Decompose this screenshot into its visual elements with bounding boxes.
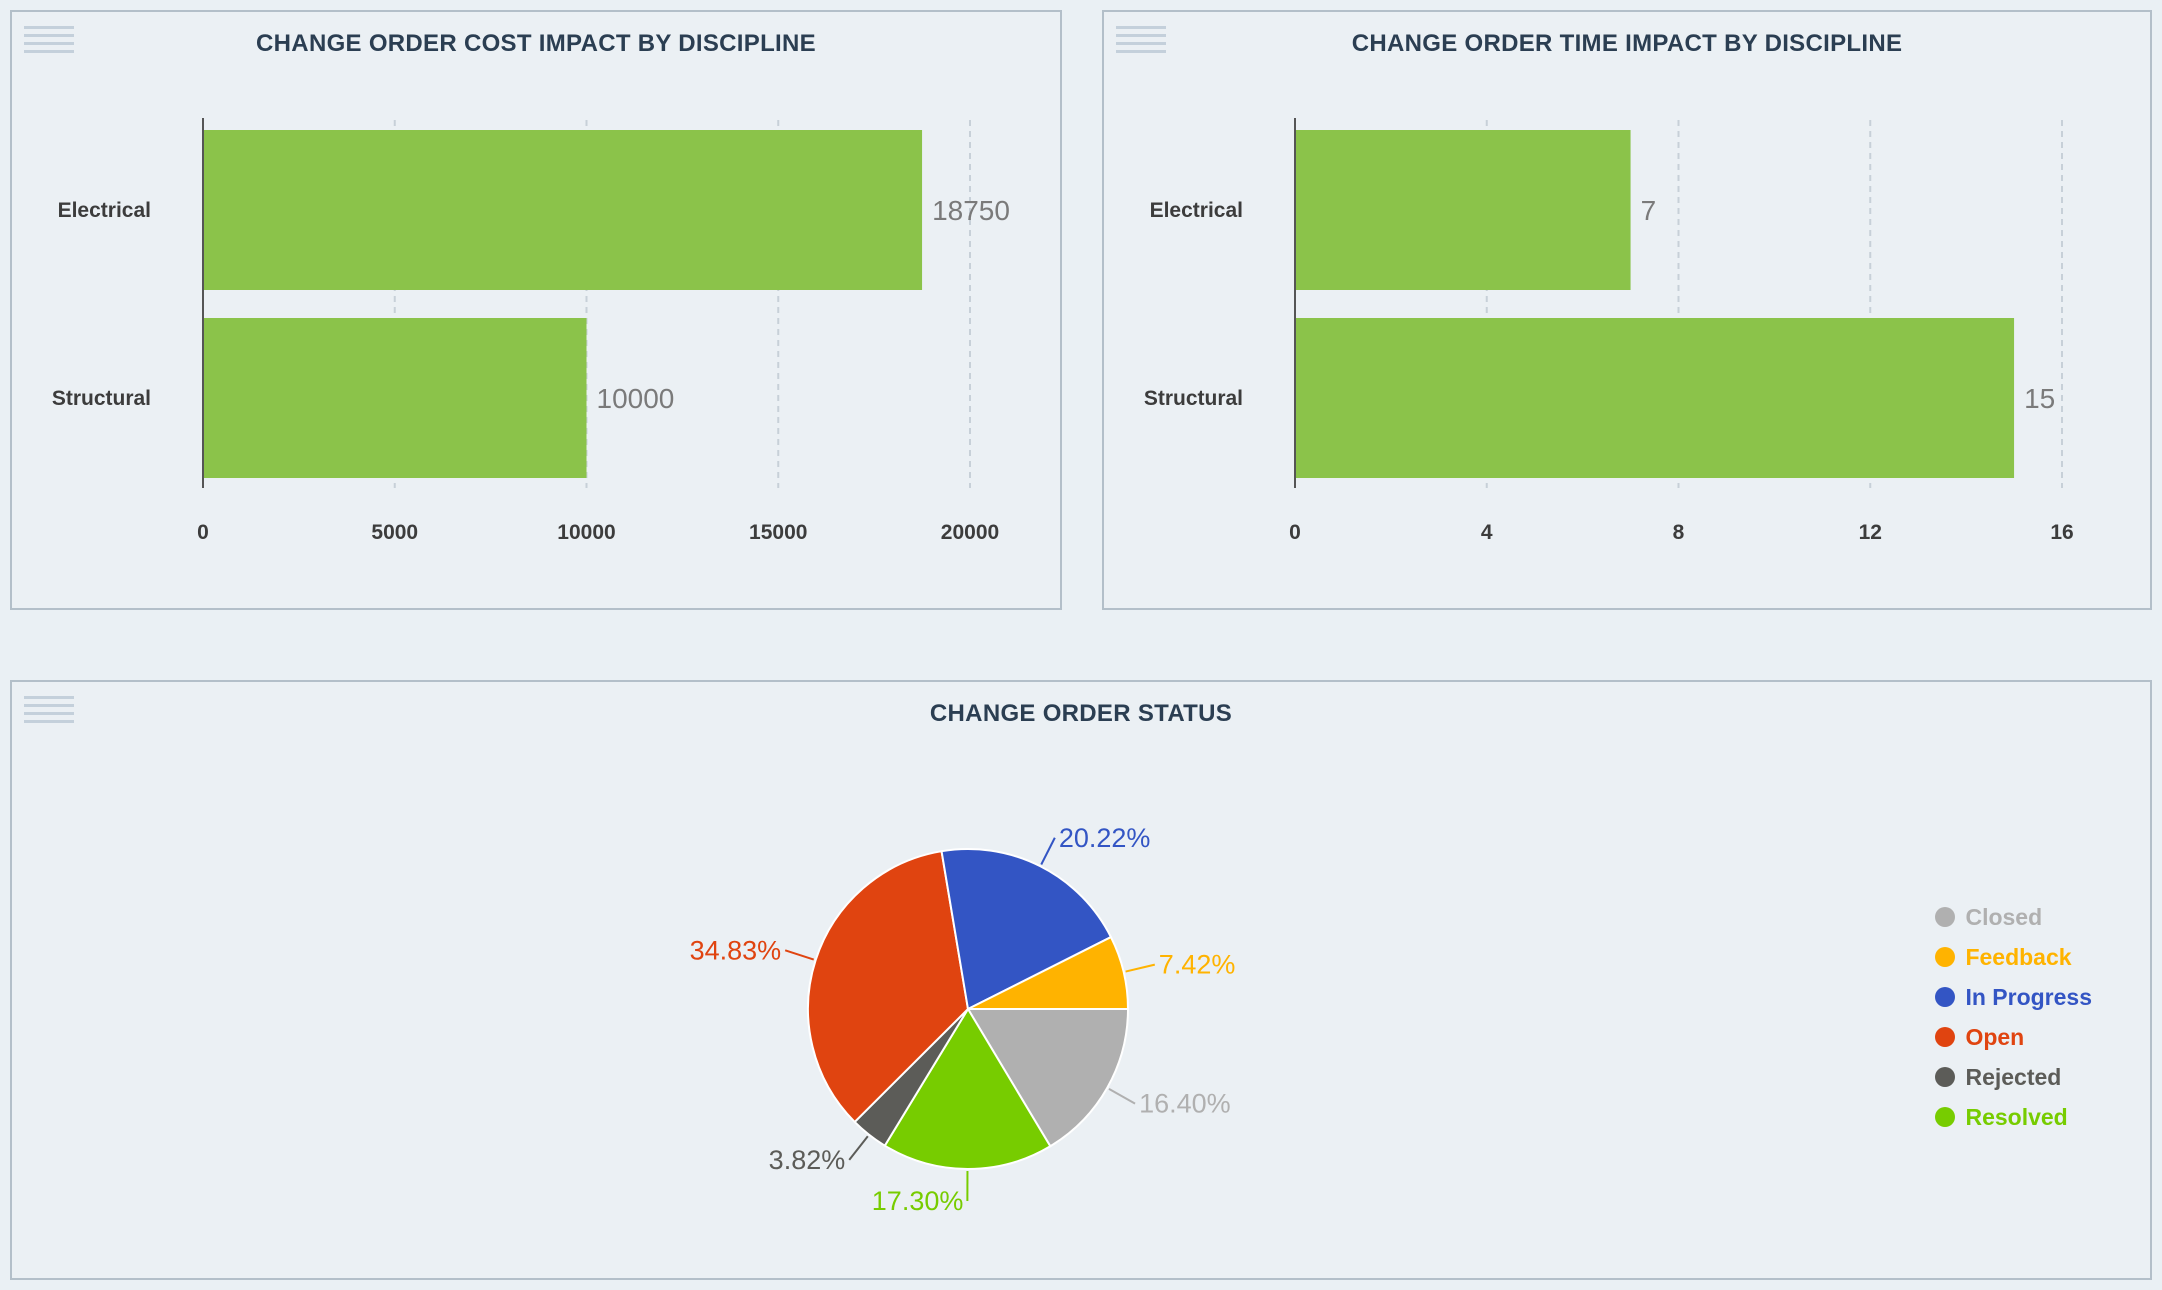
cost-x-tick-label: 20000: [941, 521, 999, 544]
pie-slice: [883, 1007, 1052, 1170]
cost-chart-title: CHANGE ORDER COST IMPACT BY DISCIPLINE: [256, 30, 816, 57]
legend-marker-icon: [1935, 1027, 1956, 1047]
time-impact-panel: CHANGE ORDER TIME IMPACT BY DISCIPLINE 0…: [1102, 10, 2152, 610]
legend-label: Resolved: [1965, 1103, 2068, 1130]
time-data-label: 15: [2024, 383, 2055, 414]
status-panel: CHANGE ORDER STATUS 16.40% 17.30% 3.82% 34.…: [10, 680, 2152, 1280]
legend-item[interactable]: Closed: [1935, 897, 2092, 937]
pie-slice: [967, 935, 1130, 1010]
cost-x-tick-label: 15000: [749, 521, 807, 544]
legend-item[interactable]: Resolved: [1935, 1097, 2092, 1137]
cost-bar: [203, 130, 923, 290]
legend-marker-icon: [1935, 987, 1956, 1007]
legend-label: In Progress: [1965, 983, 2092, 1010]
legend-marker-icon: [1935, 907, 1956, 927]
pie-connector: [1040, 837, 1056, 865]
time-x-tick-label: 4: [1481, 521, 1493, 544]
menu-icon[interactable]: [24, 26, 74, 56]
menu-icon[interactable]: [1116, 26, 1166, 56]
cost-bar: [203, 318, 587, 478]
cost-data-label: 18750: [932, 195, 1010, 226]
cost-bar-chart: 0 5000 10000 15000 20000 Electrical 18750 Struc…: [52, 118, 1010, 544]
pie-slice: [940, 848, 1113, 1011]
status-legend: Closed Feedback In Progress Open Rejected Res…: [1935, 897, 2092, 1137]
time-chart-title: CHANGE ORDER TIME IMPACT BY DISCIPLINE: [1351, 30, 1903, 57]
legend-marker-icon: [1935, 1107, 1956, 1127]
time-bar: [1295, 318, 2015, 478]
status-chart-title: CHANGE ORDER STATUS: [929, 700, 1233, 727]
pie-slice-label: 3.82%: [769, 1145, 846, 1175]
cost-category-label: Structural: [52, 387, 151, 410]
cost-category-label: Electrical: [58, 199, 151, 222]
legend-item[interactable]: Open: [1935, 1017, 2092, 1057]
pie-slice-label: 20.22%: [1059, 823, 1151, 853]
cost-x-tick-label: 10000: [557, 521, 615, 544]
time-category-label: Structural: [1144, 387, 1243, 410]
legend-label: Open: [1965, 1023, 2025, 1050]
legend-item[interactable]: Feedback: [1935, 937, 2092, 977]
time-data-label: 7: [1641, 195, 1657, 226]
pie-slice: [966, 1008, 1130, 1148]
cost-x-tick-label: 5000: [371, 521, 418, 544]
legend-marker-icon: [1935, 947, 1956, 967]
cost-impact-panel: CHANGE ORDER COST IMPACT BY DISCIPLINE 0…: [10, 10, 1062, 610]
time-x-tick-label: 12: [1859, 521, 1882, 544]
time-bar-chart: 0 4 8 12 16 Electrical 7 Structural 15: [1144, 118, 2074, 544]
pie-slice-label: 17.30%: [872, 1186, 964, 1216]
legend-label: Rejected: [1965, 1063, 2062, 1090]
legend-marker-icon: [1935, 1067, 1956, 1087]
legend-item[interactable]: Rejected: [1935, 1057, 2092, 1097]
pie-connector: [1125, 963, 1156, 973]
pie-slice-label: 7.42%: [1159, 950, 1236, 980]
pie-slice-label: 16.40%: [1139, 1089, 1231, 1119]
legend-label: Feedback: [1965, 943, 2072, 970]
legend-item[interactable]: In Progress: [1935, 977, 2092, 1017]
time-category-label: Electrical: [1150, 199, 1243, 222]
status-pie-chart: 16.40% 17.30% 3.82% 34.83% 20.22% 7.42%: [690, 823, 1236, 1216]
time-bar: [1295, 130, 1631, 290]
pie-connector: [1108, 1087, 1136, 1105]
menu-icon[interactable]: [24, 696, 74, 726]
pie-connector: [784, 949, 815, 961]
time-x-tick-label: 0: [1289, 521, 1301, 544]
pie-slice: [807, 850, 970, 1124]
cost-data-label: 10000: [597, 383, 675, 414]
pie-connector: [848, 1135, 869, 1161]
legend-label: Closed: [1965, 903, 2043, 930]
time-x-tick-label: 8: [1673, 521, 1685, 544]
time-x-tick-label: 16: [2050, 521, 2073, 544]
cost-x-tick-label: 0: [197, 521, 209, 544]
pie-slice-label: 34.83%: [690, 935, 782, 965]
